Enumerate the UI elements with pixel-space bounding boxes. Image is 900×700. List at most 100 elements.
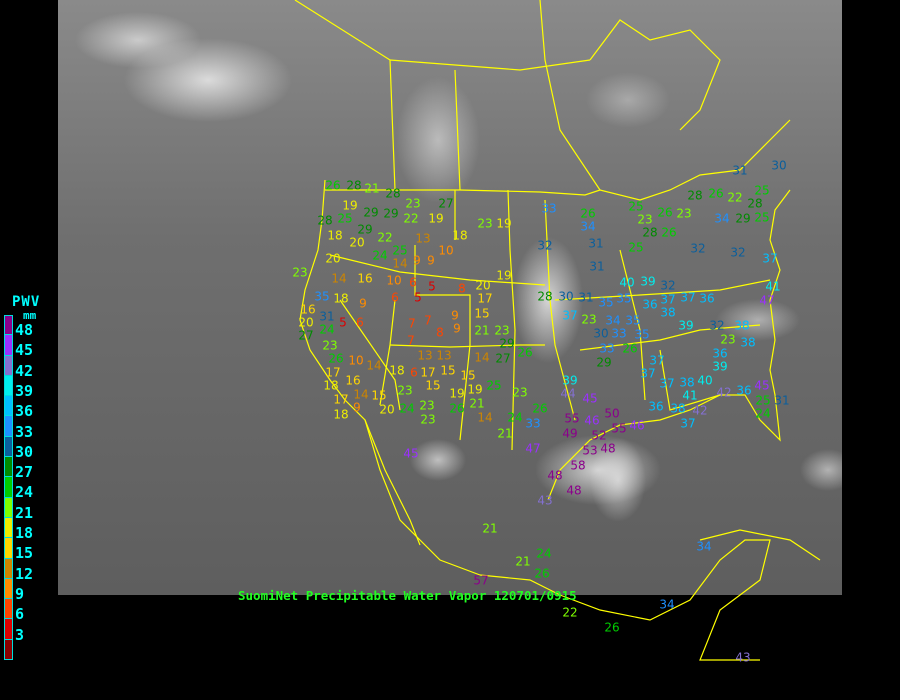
us-canada-border xyxy=(325,119,791,201)
station-pwv-value: 6 xyxy=(409,276,417,290)
station-pwv-value: 15 xyxy=(425,379,440,393)
station-pwv-value: 32 xyxy=(730,246,745,260)
station-pwv-value: 7 xyxy=(408,317,416,331)
station-pwv-value: 48 xyxy=(566,484,581,498)
legend-label: 6 xyxy=(15,605,25,624)
station-pwv-value: 10 xyxy=(386,274,401,288)
station-pwv-value: 37 xyxy=(562,309,577,323)
station-pwv-value: 25 xyxy=(755,394,770,408)
pwv-legend: PWV mm 48 45 42 39 36 33 30 27 24 21 18 15 12 9 6 3 xyxy=(0,295,60,670)
legend-label: 12 xyxy=(15,564,34,583)
station-pwv-value: 22 xyxy=(562,606,577,620)
station-pwv-value: 23 xyxy=(720,333,735,347)
station-pwv-value: 13 xyxy=(415,232,430,246)
station-pwv-value: 25 xyxy=(754,184,769,198)
legend-label: 30 xyxy=(15,442,34,461)
station-pwv-value: 40 xyxy=(697,374,712,388)
canada-province xyxy=(294,0,396,191)
legend-swatch xyxy=(4,396,13,417)
station-pwv-value: 14 xyxy=(477,411,492,425)
station-pwv-value: 53 xyxy=(582,444,597,458)
station-pwv-value: 9 xyxy=(453,322,461,336)
station-pwv-value: 39 xyxy=(562,374,577,388)
station-pwv-value: 34 xyxy=(696,540,711,554)
station-pwv-value: 23 xyxy=(292,266,307,280)
legend-title: PWV xyxy=(12,294,41,310)
station-pwv-value: 27 xyxy=(495,352,510,366)
station-pwv-value: 22 xyxy=(403,212,418,226)
station-pwv-value: 36 xyxy=(712,347,727,361)
station-pwv-value: 17 xyxy=(333,393,348,407)
station-pwv-value: 16 xyxy=(357,272,372,286)
gulf-coast xyxy=(547,189,791,501)
legend-swatch xyxy=(4,335,13,356)
station-pwv-value: 33 xyxy=(541,202,556,216)
station-pwv-value: 23 xyxy=(419,399,434,413)
legend-label: 39 xyxy=(15,381,34,400)
station-pwv-value: 25 xyxy=(337,212,352,226)
station-pwv-value: 33 xyxy=(611,327,626,341)
station-pwv-value: 13 xyxy=(417,349,432,363)
legend-label: 27 xyxy=(15,463,34,482)
station-pwv-value: 23 xyxy=(477,217,492,231)
station-pwv-value: 28 xyxy=(317,214,332,228)
station-pwv-value: 24 xyxy=(536,547,551,561)
station-pwv-value: 19 xyxy=(342,199,357,213)
station-pwv-value: 17 xyxy=(477,292,492,306)
station-pwv-value: 25 xyxy=(754,211,769,225)
station-pwv-value: 35 xyxy=(634,328,649,342)
station-pwv-value: 36 xyxy=(648,400,663,414)
station-pwv-value: 29 xyxy=(596,356,611,370)
station-pwv-value: 45 xyxy=(754,379,769,393)
station-pwv-value: 27 xyxy=(438,197,453,211)
station-pwv-value: 19 xyxy=(496,269,511,283)
station-pwv-value: 26 xyxy=(661,226,676,240)
station-pwv-value: 55 xyxy=(611,422,626,436)
station-pwv-value: 33 xyxy=(599,342,614,356)
station-pwv-value: 37 xyxy=(649,354,664,368)
station-pwv-value: 28 xyxy=(537,290,552,304)
station-pwv-value: 49 xyxy=(562,427,577,441)
legend-label: 18 xyxy=(15,524,34,542)
station-pwv-value: 23 xyxy=(322,339,337,353)
station-pwv-value: 46 xyxy=(584,414,599,428)
legend-label: 21 xyxy=(15,503,34,522)
station-pwv-value: 24 xyxy=(319,323,334,337)
station-pwv-value: 15 xyxy=(440,364,455,378)
station-pwv-value: 19 xyxy=(449,387,464,401)
station-pwv-value: 39 xyxy=(640,275,655,289)
station-pwv-value: 28 xyxy=(346,179,361,193)
station-pwv-value: 29 xyxy=(383,207,398,221)
station-pwv-value: 39 xyxy=(678,319,693,333)
station-pwv-value: 19 xyxy=(428,212,443,226)
station-pwv-value: 35 xyxy=(598,296,613,310)
station-pwv-value: 45 xyxy=(403,447,418,461)
station-pwv-value: 47 xyxy=(759,294,774,308)
station-pwv-value: 14 xyxy=(474,351,489,365)
station-pwv-value: 28 xyxy=(385,187,400,201)
station-pwv-value: 32 xyxy=(690,242,705,256)
satellite-image xyxy=(58,0,842,595)
station-pwv-value: 6 xyxy=(356,316,364,330)
station-pwv-value: 34 xyxy=(714,212,729,226)
station-pwv-value: 26 xyxy=(622,342,637,356)
station-pwv-value: 30 xyxy=(771,159,786,173)
station-pwv-value: 20 xyxy=(475,279,490,293)
station-pwv-value: 29 xyxy=(499,337,514,351)
station-pwv-value: 46 xyxy=(629,419,644,433)
legend-swatch xyxy=(4,477,13,498)
state-line xyxy=(339,299,401,411)
canada-province xyxy=(454,69,461,191)
station-pwv-value: 22 xyxy=(727,191,742,205)
station-pwv-value: 23 xyxy=(637,213,652,227)
station-pwv-value: 42 xyxy=(716,386,731,400)
station-pwv-value: 36 xyxy=(736,384,751,398)
station-pwv-value: 35 xyxy=(616,292,631,306)
station-pwv-value: 5 xyxy=(339,316,347,330)
station-pwv-value: 38 xyxy=(670,402,685,416)
station-pwv-value: 26 xyxy=(328,352,343,366)
station-pwv-value: 9 xyxy=(353,401,361,415)
legend-swatch xyxy=(4,315,13,336)
